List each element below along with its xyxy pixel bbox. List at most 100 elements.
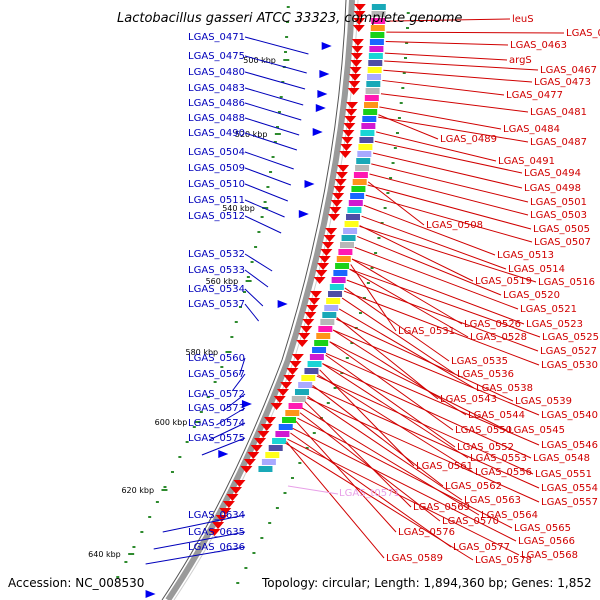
left-connector <box>244 167 292 186</box>
reverse-gene <box>334 179 347 186</box>
kbp-label: 640 kbp <box>88 550 121 559</box>
left-gene-label: LGAS_0512 <box>188 211 245 222</box>
feature-band <box>278 424 293 430</box>
right-gene-label: LGAS_0477 <box>506 90 563 101</box>
right-gene-label: LGAS_0554 <box>541 483 598 494</box>
minor-tick <box>281 81 285 83</box>
feature-band <box>358 144 373 150</box>
minor-tick <box>284 51 288 53</box>
reverse-gene <box>315 270 328 277</box>
reverse-gene <box>330 200 343 207</box>
right-connector <box>357 235 502 296</box>
right-connector <box>359 225 474 282</box>
right-gene-label: LGAS_0528 <box>470 332 527 343</box>
feature-band <box>307 361 322 367</box>
feature-band <box>301 375 316 381</box>
feature-band <box>328 291 343 297</box>
reverse-gene <box>219 508 232 515</box>
reverse-gene <box>345 109 358 116</box>
right-connector <box>372 152 523 189</box>
feature-band <box>353 172 368 178</box>
minor-tick <box>340 372 344 374</box>
minor-tick <box>395 132 399 134</box>
reverse-gene <box>344 116 357 123</box>
feature-band <box>324 305 339 311</box>
reverse-gene <box>273 396 286 403</box>
minor-tick <box>290 477 294 479</box>
right-connector <box>325 354 456 448</box>
right-gene-label: LGAS_0491 <box>498 156 555 167</box>
right-connector <box>380 93 529 113</box>
right-connector <box>317 374 474 473</box>
feature-band <box>367 74 382 80</box>
right-connector <box>363 204 496 256</box>
feature-band <box>368 60 383 66</box>
feature-band <box>258 466 273 472</box>
right-gene-label: LGAS_0568 <box>521 550 578 561</box>
feature-band <box>309 354 324 360</box>
reverse-gene <box>320 249 333 256</box>
feature-band <box>304 368 319 374</box>
minor-tick <box>358 312 362 314</box>
right-gene-label: LGAS_0566 <box>518 536 575 547</box>
reverse-gene <box>348 81 361 88</box>
right-connector <box>322 363 532 459</box>
right-gene-label: LGAS_0562 <box>445 481 502 492</box>
right-connector <box>332 329 467 416</box>
reverse-gene <box>321 242 334 249</box>
right-connector <box>329 341 454 431</box>
right-gene-label: LGAS_0540 <box>541 410 598 421</box>
feature-band <box>326 298 341 304</box>
minor-tick <box>199 411 203 413</box>
left-connector <box>244 253 273 272</box>
minor-tick <box>374 252 378 254</box>
right-gene-label: LGAS_0578 <box>475 555 532 566</box>
reverse-gene <box>296 340 309 347</box>
reverse-gene <box>240 466 253 473</box>
right-gene-label: LGAS_0589 <box>386 553 443 564</box>
minor-tick <box>271 156 275 158</box>
feature-band <box>366 81 381 87</box>
minor-tick <box>225 351 229 353</box>
left-connector <box>244 132 298 151</box>
minor-tick <box>275 126 279 128</box>
minor-tick <box>148 516 152 518</box>
reverse-gene <box>353 11 366 18</box>
right-connector <box>351 258 463 325</box>
left-gene-label: LGAS_0475 <box>188 51 245 62</box>
left-gene-label: LGAS_0532 <box>188 249 245 260</box>
right-gene-label: LGAS_0557 <box>541 497 598 508</box>
minor-tick <box>163 486 167 488</box>
feature-band <box>339 242 354 248</box>
left-gene-label: LGAS_0574 <box>188 418 245 429</box>
feature-band <box>314 340 329 346</box>
left-gene-label: LGAS_0483 <box>188 83 245 94</box>
right-gene-label: LGAS_0523 <box>526 319 583 330</box>
right-connector <box>354 246 519 310</box>
feature-band <box>331 277 346 283</box>
minor-tick <box>326 402 330 404</box>
left-connector <box>231 373 246 392</box>
feature-band <box>361 123 376 129</box>
right-connector <box>322 363 469 459</box>
right-connector <box>287 438 520 556</box>
feature-band <box>272 438 287 444</box>
reverse-gene <box>300 326 313 333</box>
right-gene-label: LGAS_0505 <box>533 224 590 235</box>
right-connector <box>343 290 540 366</box>
left-gene-label: LGAS_0573 <box>188 403 245 414</box>
minor-tick <box>389 177 393 179</box>
right-gene-label: LGAS_0565 <box>514 523 571 534</box>
right-connector <box>311 386 540 489</box>
reverse-gene <box>264 417 277 424</box>
right-gene-label: argS <box>509 55 532 66</box>
feature-band <box>347 207 362 213</box>
left-connector <box>239 357 246 376</box>
right-gene-label: LGAS_0563 <box>464 495 521 506</box>
minor-tick <box>275 507 279 509</box>
right-gene-label: LGAS_0525 <box>542 332 599 343</box>
minor-tick <box>345 357 349 359</box>
reverse-gene <box>328 214 341 221</box>
feature-band <box>288 403 303 409</box>
reverse-gene <box>350 60 363 67</box>
